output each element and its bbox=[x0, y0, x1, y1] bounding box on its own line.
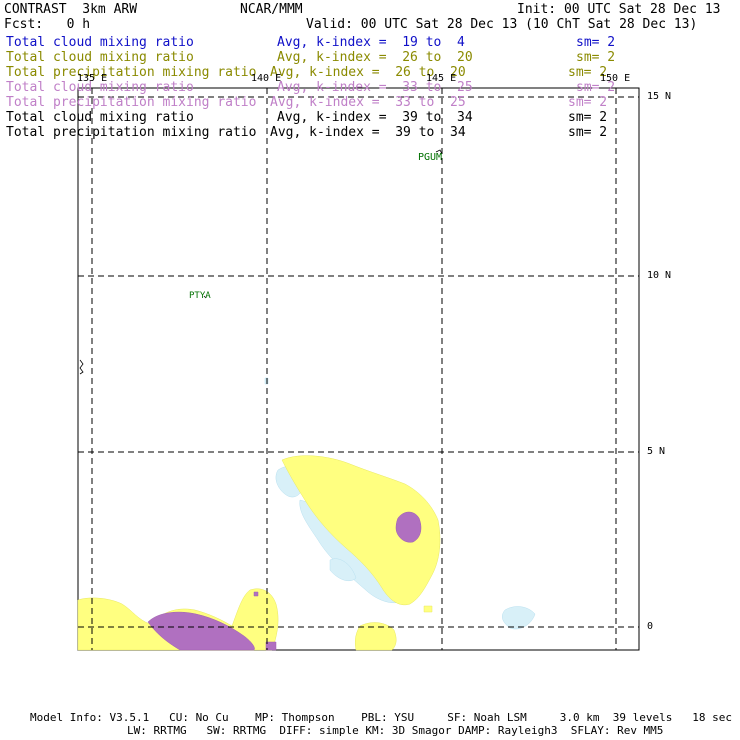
lon-label-140: 140 E bbox=[251, 73, 282, 84]
legend-1-range: Avg, k-index = 19 to 4 bbox=[277, 35, 465, 50]
lon-label-135: 135 E bbox=[77, 73, 108, 84]
lon-label-145: 145 E bbox=[426, 73, 457, 84]
footer-physics-info: LW: RRTMG SW: RRTMG DIFF: simple KM: 3D … bbox=[127, 724, 664, 737]
legend-6-range: Avg, k-index = 39 to 34 bbox=[277, 110, 473, 125]
legend-4-range: Avg, k-index = 33 to 25 bbox=[277, 80, 473, 95]
header-valid: Valid: 00 UTC Sat 28 Dec 13 (10 ChT Sat … bbox=[306, 17, 698, 32]
legend-2-smooth: sm= 2 bbox=[576, 50, 616, 65]
station-ptya: PTYA bbox=[189, 291, 211, 301]
header-fcst: Fcst: 0 h bbox=[4, 17, 91, 32]
lat-label-15n: 15 N bbox=[647, 91, 672, 102]
legend-5-range: Avg, k-index = 33 to 25 bbox=[270, 95, 466, 110]
legend-6-field: Total cloud mixing ratio bbox=[6, 110, 194, 125]
legend-3-field: Total precipitation mixing ratio bbox=[6, 65, 257, 80]
legend-5-smooth: sm= 2 bbox=[568, 95, 608, 110]
lat-label-10n: 10 N bbox=[647, 270, 672, 281]
station-pgum: PGUM bbox=[418, 152, 443, 163]
footer-model-info: Model Info: V3.5.1 CU: No Cu MP: Thompso… bbox=[30, 711, 732, 724]
legend-6-smooth: sm= 2 bbox=[568, 110, 608, 125]
lon-label-150: 150 E bbox=[600, 73, 631, 84]
legend-1-smooth: sm= 2 bbox=[576, 35, 616, 50]
header-title-center: NCAR/MMM bbox=[240, 2, 303, 17]
legend-5-field: Total precipitation mixing ratio bbox=[6, 95, 257, 110]
coastline bbox=[79, 149, 443, 375]
legend-2-field: Total cloud mixing ratio bbox=[6, 50, 194, 65]
legend-1-field: Total cloud mixing ratio bbox=[6, 35, 194, 50]
legend-7-field: Total precipitation mixing ratio bbox=[6, 125, 257, 140]
grid-lines bbox=[78, 88, 639, 650]
legend-4-smooth: sm= 2 bbox=[576, 80, 616, 95]
legend-4-field: Total cloud mixing ratio bbox=[6, 80, 194, 95]
purple-areas bbox=[147, 511, 422, 651]
legend-2-range: Avg, k-index = 26 to 20 bbox=[277, 50, 473, 65]
legend-7-smooth: sm= 2 bbox=[568, 125, 608, 140]
legend-3-smooth: sm= 2 bbox=[568, 65, 608, 80]
legend-7-range: Avg, k-index = 39 to 34 bbox=[270, 125, 466, 140]
legend-3-range: Avg, k-index = 26 to 20 bbox=[270, 65, 466, 80]
lat-label-5n: 5 N bbox=[647, 446, 666, 457]
header-init: Init: 00 UTC Sat 28 Dec 13 bbox=[517, 2, 721, 17]
lat-label-0: 0 bbox=[647, 621, 654, 632]
header-title-left: CONTRAST 3km ARW bbox=[4, 2, 138, 17]
